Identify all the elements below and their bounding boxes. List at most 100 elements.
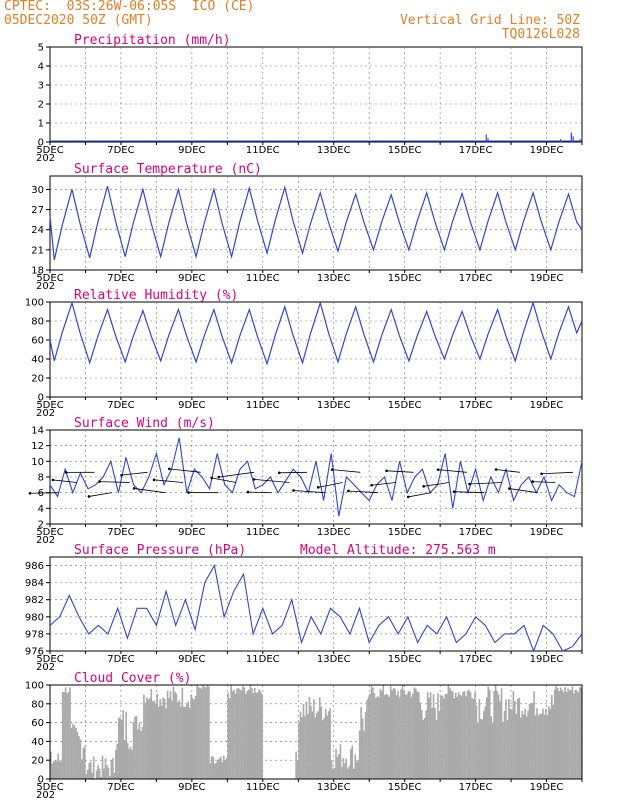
ytick-label: 978 <box>25 629 44 640</box>
wind-vector-head <box>347 489 350 493</box>
ytick-label: 40 <box>31 737 44 748</box>
cloud-bar <box>255 692 258 779</box>
cloud-bar <box>447 685 450 779</box>
ytick-label: 1 <box>38 119 44 130</box>
xtick-label: 13DEC <box>317 145 351 156</box>
cloud-bar <box>347 768 349 779</box>
ytick-label: 0 <box>38 775 44 786</box>
cloud-bar <box>236 688 238 779</box>
cloud-bar <box>375 697 377 779</box>
cloud-bar <box>571 686 574 779</box>
series-line-rh <box>49 300 583 366</box>
cloud-bar <box>437 693 439 779</box>
cloud-bar <box>243 687 246 779</box>
cloud-bar <box>546 715 549 779</box>
cloud-bar <box>503 710 506 779</box>
xtick-label: 19DEC <box>530 782 564 793</box>
xtick-label: 11DEC <box>246 654 280 665</box>
wind-vector-head <box>132 487 136 490</box>
cloud-bar <box>311 711 314 779</box>
cloud-bar <box>342 758 345 779</box>
cloud-bar <box>493 690 495 779</box>
cloud-bar <box>527 710 529 779</box>
cloud-bar <box>412 693 414 779</box>
wind-vector <box>423 482 450 487</box>
cloud-bar <box>237 688 240 779</box>
cloud-bar <box>205 687 207 779</box>
cloud-bar <box>51 763 54 779</box>
cloud-bar <box>435 719 438 779</box>
cloud-bar <box>383 695 386 779</box>
cloud-bar <box>459 694 461 779</box>
cloud-bar <box>463 691 466 779</box>
cloud-bar <box>419 702 422 779</box>
cloud-bar <box>154 703 157 779</box>
panel-annotation: Model Altitude: 275.563 m <box>300 543 496 558</box>
cloud-bar <box>305 701 308 779</box>
wind-vector <box>348 490 379 494</box>
wind-vector <box>169 468 201 473</box>
cloud-bar <box>92 756 95 779</box>
cloud-bar <box>98 768 101 779</box>
cloud-bar <box>548 706 550 779</box>
wind-vector <box>293 490 325 494</box>
cloud-bar <box>316 712 318 779</box>
cloud-bar <box>539 713 541 779</box>
cloud-bar <box>216 759 219 779</box>
cloud-bar <box>499 701 501 779</box>
xtick-sublabel: 202 <box>36 790 55 800</box>
wind-vector-head <box>540 472 543 476</box>
cloud-bar <box>537 715 540 779</box>
cloud-bar <box>109 776 111 779</box>
cloud-bar <box>116 743 119 779</box>
wind-vector-head <box>370 483 373 487</box>
wind-vector <box>88 492 113 497</box>
wind-vector-head <box>292 489 295 492</box>
header-model-id: TQ0126L028 <box>501 27 580 42</box>
cloud-bar <box>233 689 235 779</box>
wind-vector <box>253 478 290 483</box>
cloud-bar <box>219 756 222 779</box>
wind-vector <box>532 481 556 483</box>
cloud-bar <box>576 690 578 779</box>
ytick-label: 4 <box>38 504 44 515</box>
cloud-bar <box>361 718 364 779</box>
cloud-bar <box>302 704 305 779</box>
cloud-bar <box>66 693 68 779</box>
cloud-bar <box>518 697 521 779</box>
cloud-bar <box>103 768 105 779</box>
header-location: CPTEC: 03S:26W-06:05S ICO (CE) <box>4 0 255 14</box>
cloud-bar <box>468 689 470 779</box>
xtick-sublabel: 202 <box>36 153 55 164</box>
cloud-bar <box>425 710 427 779</box>
wind-vector <box>541 471 574 475</box>
cloud-bar <box>203 686 206 779</box>
ytick-label: 4 <box>38 62 44 73</box>
cloud-bar <box>516 698 519 779</box>
cloud-bar <box>188 707 191 779</box>
cloud-bar <box>351 745 354 779</box>
cloud-bar <box>169 691 172 779</box>
cloud-bar <box>360 706 362 779</box>
cloud-bar <box>471 697 473 779</box>
cloud-bar <box>505 699 507 779</box>
wind-vector-head <box>422 485 425 488</box>
cloud-bar <box>367 696 370 779</box>
cloud-bar <box>556 688 559 779</box>
cloud-bar <box>112 757 114 779</box>
cloud-bar <box>432 694 435 779</box>
cloud-bar <box>299 711 302 779</box>
cloud-bar <box>91 772 94 779</box>
cloud-bar <box>323 717 326 779</box>
cloud-bar <box>574 689 577 779</box>
cloud-bar <box>580 687 583 779</box>
ytick-label: 100 <box>25 681 44 692</box>
wind-vector-head <box>168 467 171 471</box>
xtick-label: 15DEC <box>388 782 422 793</box>
panel-title-pres: Surface Pressure (hPa) <box>74 543 246 558</box>
cloud-bar <box>363 730 365 779</box>
cloud-bar <box>429 692 432 779</box>
xtick-label: 5DEC <box>36 145 63 156</box>
cloud-bar <box>249 685 252 779</box>
xtick-label: 7DEC <box>107 273 134 284</box>
